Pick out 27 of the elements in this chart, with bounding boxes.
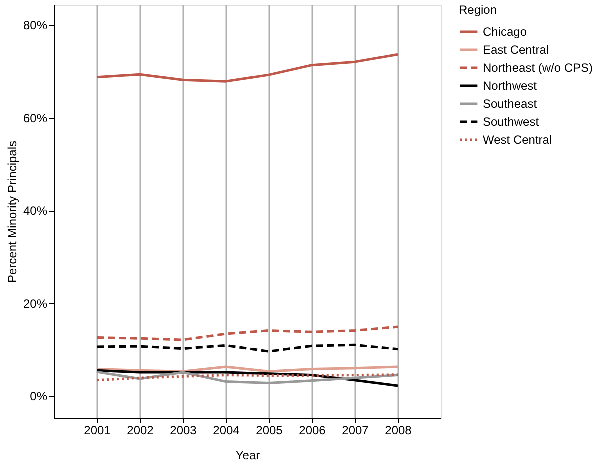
- x-axis-title: Year: [236, 448, 260, 462]
- line-series: [96, 326, 400, 342]
- x-tick-label: 2001: [84, 424, 112, 438]
- x-tick-label: 2007: [342, 424, 370, 438]
- legend-label: Chicago: [483, 25, 528, 39]
- line-series: [96, 370, 400, 384]
- y-tick-label: 20%: [23, 296, 48, 311]
- legend-label: Southwest: [483, 115, 540, 129]
- legend-label: East Central: [483, 43, 550, 57]
- y-axis-title: Percent Minority Principals: [5, 140, 20, 284]
- y-tick-label: 40%: [23, 204, 48, 218]
- y-tick-label: 0%: [30, 390, 48, 404]
- x-tick-label: 2004: [213, 424, 240, 438]
- legend-label: West Central: [483, 133, 552, 147]
- y-tick-label: 60%: [23, 111, 48, 126]
- x-tick-label: 2008: [385, 424, 412, 438]
- x-tick-label: 2002: [127, 424, 154, 438]
- legend-label: Northeast (w/o CPS): [483, 61, 594, 75]
- legend-label: Northwest: [483, 79, 538, 93]
- x-tick-label: 2003: [170, 424, 198, 438]
- x-tick-label: 2005: [256, 424, 284, 438]
- y-tick-label: 80%: [23, 18, 48, 32]
- x-tick-label: 2006: [299, 424, 326, 438]
- legend-label: Southeast: [483, 97, 538, 111]
- line-series: [96, 344, 400, 353]
- legend-title: Region: [459, 3, 498, 17]
- line-series: [96, 53, 400, 83]
